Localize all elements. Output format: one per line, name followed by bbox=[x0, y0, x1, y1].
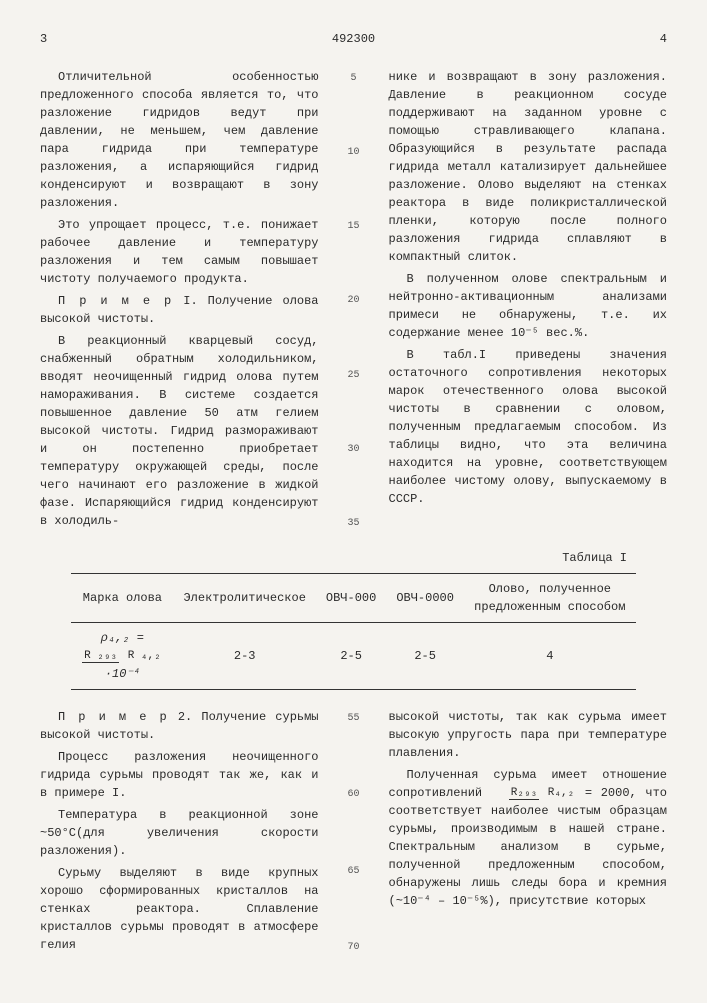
fraction-denominator: R ₄,₂ bbox=[126, 650, 163, 662]
paragraph: Температура в реакционной зоне ~50°С(для… bbox=[40, 806, 319, 860]
example-label: П р и м е р bbox=[58, 294, 173, 308]
example-2-heading: П р и м е р 2. Получение сурьмы высокой … bbox=[40, 708, 319, 744]
line-number: 35 bbox=[344, 516, 364, 531]
paragraph: В табл.I приведены значения остаточного … bbox=[389, 346, 668, 508]
line-number-gutter: 5 10 15 20 25 30 35 bbox=[344, 68, 364, 534]
table-row: ρ₄,₂ = R ₂₉₃ R ₄,₂ ·10⁻⁴ 2-3 2-5 2-5 4 bbox=[71, 623, 635, 690]
paragraph: высокой чистоты, так как сурьма имеет вы… bbox=[389, 708, 668, 762]
table-cell: 2-5 bbox=[386, 623, 464, 690]
text-run: = 2000, что соответствует наиболее чисты… bbox=[389, 786, 668, 908]
paragraph: Процесс разложения неочищенного гидрида … bbox=[40, 748, 319, 802]
example-label: П р и м е р bbox=[58, 710, 169, 724]
page-number-left: 3 bbox=[40, 30, 47, 48]
paragraph: Отличительной особенностью предложенного… bbox=[40, 68, 319, 212]
table-cell: 4 bbox=[464, 623, 636, 690]
paragraph: В реакционный кварцевый сосуд, снабженны… bbox=[40, 332, 319, 530]
paragraph: В полученном олове спектральным и нейтро… bbox=[389, 270, 668, 342]
fraction: R ₂₉₃ R ₄,₂ bbox=[82, 648, 163, 665]
paragraph: нике и возвращают в зону разложения. Дав… bbox=[389, 68, 668, 266]
line-number-gutter: 55 60 65 70 bbox=[344, 708, 364, 958]
table-header-row: Марка олова Электролитическое ОВЧ-000 ОВ… bbox=[71, 574, 635, 623]
upper-text-block: Отличительной особенностью предложенного… bbox=[40, 68, 667, 534]
paragraph: Сурьму выделяют в виде крупных хорошо сф… bbox=[40, 864, 319, 954]
column-left-top: Отличительной особенностью предложенного… bbox=[40, 68, 319, 534]
line-number: 65 bbox=[344, 864, 364, 879]
line-number: 70 bbox=[344, 940, 364, 955]
table-cell: 2-3 bbox=[173, 623, 315, 690]
line-number: 10 bbox=[344, 145, 364, 160]
line-number: 60 bbox=[344, 787, 364, 802]
column-right-top: нике и возвращают в зону разложения. Дав… bbox=[389, 68, 668, 534]
column-left-bottom: П р и м е р 2. Получение сурьмы высокой … bbox=[40, 708, 319, 958]
fraction: R₂₉₃ R₄,₂ bbox=[491, 785, 576, 802]
fraction-numerator: R₂₉₃ bbox=[509, 787, 539, 800]
resistance-table: Марка олова Электролитическое ОВЧ-000 ОВ… bbox=[71, 573, 635, 690]
example-1-heading: П р и м е р I. Получение олова высокой ч… bbox=[40, 292, 319, 328]
paragraph: Полученная сурьма имеет отношение сопрот… bbox=[389, 766, 668, 910]
table-cell: 2-5 bbox=[316, 623, 386, 690]
formula-suffix: ·10⁻⁴ bbox=[105, 667, 140, 681]
line-number: 5 bbox=[344, 71, 364, 86]
column-right-bottom: высокой чистоты, так как сурьма имеет вы… bbox=[389, 708, 668, 958]
line-number: 25 bbox=[344, 368, 364, 383]
fraction-numerator: R ₂₉₃ bbox=[82, 650, 119, 663]
table-header: Олово, полученное предложенным способом bbox=[464, 574, 636, 623]
table-cell-formula: ρ₄,₂ = R ₂₉₃ R ₄,₂ ·10⁻⁴ bbox=[71, 623, 173, 690]
fraction-denominator: R₄,₂ bbox=[546, 787, 576, 799]
table-header: ОВЧ-000 bbox=[316, 574, 386, 623]
page-header: 3 492300 4 bbox=[40, 30, 667, 48]
paragraph: Это упрощает процесс, т.е. понижает рабо… bbox=[40, 216, 319, 288]
formula-prefix: ρ₄,₂ = bbox=[101, 631, 144, 645]
table-header: Марка олова bbox=[71, 574, 173, 623]
line-number: 55 bbox=[344, 711, 364, 726]
line-number: 15 bbox=[344, 219, 364, 234]
table-header: ОВЧ-0000 bbox=[386, 574, 464, 623]
line-number: 20 bbox=[344, 293, 364, 308]
table-caption: Таблица I bbox=[40, 549, 627, 567]
table-header: Электролитическое bbox=[173, 574, 315, 623]
lower-text-block: П р и м е р 2. Получение сурьмы высокой … bbox=[40, 708, 667, 958]
document-number: 492300 bbox=[332, 30, 375, 48]
page-number-right: 4 bbox=[660, 30, 667, 48]
line-number: 30 bbox=[344, 442, 364, 457]
